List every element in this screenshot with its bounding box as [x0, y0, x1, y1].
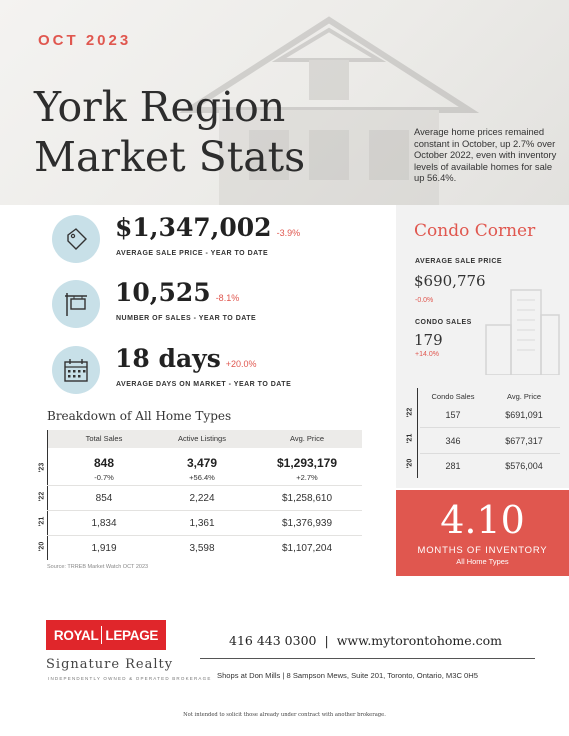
contact-line: 416 443 0300 | www.mytorontohome.com	[229, 633, 502, 648]
row-year: '21	[406, 433, 414, 444]
condo-title: Condo Corner	[414, 221, 536, 241]
condo-price-value: $690,776	[414, 272, 486, 290]
stat-avg-sale-price: $1,347,002 -3.9% AVERAGE SALE PRICE - YEA…	[52, 213, 382, 265]
row-year: '22	[38, 491, 46, 502]
logo-tagline: INDEPENDENTLY OWNED & OPERATED BROKERAGE	[48, 676, 212, 681]
stat-value: 10,525	[115, 278, 211, 307]
table-cell: 848	[93, 456, 115, 470]
office-address: Shops at Don Mills | 8 Sampson Mews, Sui…	[217, 671, 478, 680]
table-cell: $1,107,204	[281, 543, 333, 554]
months-of-inventory-box: 4.10 MONTHS OF INVENTORY All Home Types	[396, 490, 569, 576]
contact-separator: |	[324, 633, 329, 648]
table-cell: $576,004	[505, 461, 543, 471]
logo-divider	[101, 626, 103, 644]
stat-label: AVERAGE SALE PRICE - YEAR TO DATE	[116, 250, 269, 257]
table-cell: 1,919	[91, 543, 117, 554]
footer-divider	[200, 658, 535, 659]
row-divider	[420, 427, 560, 428]
title-line-2: Market Stats	[34, 133, 306, 181]
report-month: OCT 2023	[38, 32, 132, 49]
row-year: '20	[406, 458, 414, 469]
row-year: '22	[406, 407, 414, 418]
table-cell: 1,361	[189, 518, 215, 529]
brokerage-logo: ROYAL LEPAGE	[46, 620, 166, 650]
table-cell-change: -0.7%	[94, 473, 114, 482]
sale-sign-icon	[52, 280, 100, 328]
table-row: '22 854 2,224 $1,258,610	[39, 486, 362, 511]
table-cell: 157	[445, 410, 461, 420]
table-row: '20 1,919 3,598 $1,107,204	[39, 536, 362, 560]
stat-change: -3.9%	[276, 228, 301, 238]
intro-text: Average home prices remained constant in…	[414, 126, 557, 183]
logo-text-right: LEPAGE	[105, 627, 159, 643]
calendar-icon	[52, 346, 100, 394]
table-cell: 1,834	[91, 518, 117, 529]
year-axis-line	[47, 430, 48, 560]
year-axis-line	[417, 388, 418, 478]
table-cell: $1,376,939	[281, 518, 333, 529]
row-year: '21	[38, 516, 46, 527]
condo-price-change: -0.0%	[415, 297, 434, 304]
row-year: '20	[38, 541, 46, 552]
title-line-1: York Region	[34, 83, 286, 131]
stat-change: -8.1%	[215, 293, 240, 303]
table-row: '23 848 3,479 $1,293,179 -0.7% +56.4% +2…	[39, 452, 362, 486]
column-header: Active Listings	[178, 434, 226, 443]
logo-subtitle: Signature Realty	[46, 657, 174, 672]
condo-price-label: AVERAGE SALE PRICE	[415, 258, 503, 265]
condo-sales-change: +14.0%	[415, 351, 439, 358]
inventory-value: 4.10	[440, 498, 525, 542]
table-cell: 281	[445, 461, 461, 471]
phone-number[interactable]: 416 443 0300	[229, 633, 317, 648]
table-cell: 346	[445, 436, 461, 446]
logo-text-left: ROYAL	[53, 627, 99, 643]
column-header: Total Sales	[85, 434, 123, 443]
house-background-image	[178, 16, 480, 205]
table-cell: $1,293,179	[276, 456, 338, 470]
header-banner: OCT 2023 York Region Market Stats Averag…	[0, 0, 569, 205]
table-cell-change: +56.4%	[189, 473, 215, 482]
stat-days-on-market: 18 days +20.0% AVERAGE DAYS ON MARKET - Y…	[52, 344, 382, 396]
buildings-icon	[485, 289, 560, 375]
price-tag-icon	[52, 215, 100, 263]
row-year: '23	[38, 462, 46, 473]
table-cell: $691,091	[505, 410, 543, 420]
disclaimer: Not intended to solicit those already un…	[183, 712, 386, 718]
table-cell: 3,598	[189, 543, 215, 554]
stat-value: 18 days	[115, 344, 221, 373]
table-row: '21 1,834 1,361 $1,376,939	[39, 511, 362, 536]
table-cell: $677,317	[505, 436, 543, 446]
condo-sales-value: 179	[414, 331, 443, 349]
stat-change: +20.0%	[225, 359, 257, 369]
column-header: Avg. Price	[289, 434, 325, 443]
inventory-label: MONTHS OF INVENTORY	[417, 545, 548, 556]
column-header: Avg. Price	[506, 392, 542, 401]
row-divider	[420, 453, 560, 454]
breakdown-title: Breakdown of All Home Types	[47, 409, 232, 423]
stat-number-of-sales: 10,525 -8.1% NUMBER OF SALES - YEAR TO DA…	[52, 278, 382, 330]
table-header: Total Sales Active Listings Avg. Price	[47, 430, 362, 448]
inventory-sub: All Home Types	[456, 557, 509, 566]
page-title: York Region Market Stats	[34, 82, 305, 182]
table-cell: 2,224	[189, 493, 215, 504]
stat-label: AVERAGE DAYS ON MARKET - YEAR TO DATE	[116, 381, 292, 388]
stat-label: NUMBER OF SALES - YEAR TO DATE	[116, 315, 257, 322]
table-cell: 3,479	[186, 456, 218, 470]
table-cell-change: +2.7%	[296, 473, 318, 482]
source-note: Source: TRREB Market Watch OCT 2023	[47, 564, 149, 570]
condo-sales-label: CONDO SALES	[415, 319, 472, 326]
table-cell: 854	[95, 493, 113, 504]
table-cell: $1,258,610	[281, 493, 333, 504]
website-link[interactable]: www.mytorontohome.com	[336, 633, 503, 648]
condo-corner-panel: Condo Corner AVERAGE SALE PRICE $690,776…	[396, 205, 569, 488]
stat-value: $1,347,002	[115, 213, 272, 242]
column-header: Condo Sales	[431, 392, 475, 401]
